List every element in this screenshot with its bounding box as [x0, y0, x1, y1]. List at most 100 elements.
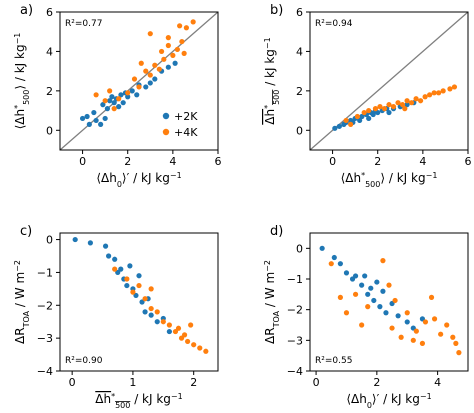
point-d-plus2k-12	[377, 304, 383, 310]
point-c-plus2k-2	[102, 243, 109, 249]
point-b-plus4k-23	[402, 106, 408, 112]
point-b-plus4k-0	[343, 117, 349, 124]
y-tick-label-a-2: 2	[46, 85, 53, 98]
y-tick-label-b-0: 0	[296, 124, 303, 137]
x-tick-label-a-6: 6	[215, 155, 222, 168]
point-c-plus4k-0	[112, 266, 118, 272]
point-b-plus4k-21	[447, 86, 453, 92]
point-a-plus2k-4	[93, 117, 99, 124]
point-b-plus4k-16	[422, 94, 428, 100]
panel-a: 0 2 4 6 0 2 4 6 a) R²=0.77 ⟨Δh0⟩′ / kJ kg−1 ⟨Δh*500…	[13, 3, 222, 189]
point-a-plus2k-0	[79, 115, 86, 122]
point-c-plus4k-6	[154, 309, 160, 315]
point-b-plus2k-0	[332, 125, 338, 131]
point-b-plus4k-11	[399, 102, 406, 108]
point-d-plus4k-6	[380, 258, 386, 264]
point-c-plus2k-1	[87, 240, 93, 246]
point-d-plus4k-14	[419, 340, 426, 346]
y-axis-label-d: ΔRTOA / W m−2	[263, 260, 281, 344]
x-tick-label-a-2: 2	[124, 155, 131, 168]
y-axis-label-b: Δh*500 / kJ kg−1	[263, 37, 281, 124]
panel-letter-b: b)	[270, 3, 283, 18]
point-a-plus4k-13	[161, 56, 167, 62]
point-d-plus4k-8	[389, 325, 395, 331]
point-d-plus2k-7	[362, 273, 368, 279]
point-c-plus4k-1	[124, 276, 130, 282]
point-d-plus4k-7	[386, 282, 392, 288]
r2-annotation-c: R²=0.90	[65, 356, 103, 366]
point-d-plus2k-16	[395, 313, 401, 319]
point-c-plus4k-7	[160, 319, 166, 325]
point-d-plus2k-3	[343, 270, 350, 276]
point-b-plus4k-20	[440, 88, 446, 94]
y-tick-label-d--2: −2	[287, 304, 303, 317]
point-b-plus4k-9	[390, 104, 397, 110]
point-a-plus2k-14	[118, 92, 124, 98]
point-d-plus4k-13	[413, 328, 419, 334]
r2-annotation-a: R²=0.77	[65, 19, 102, 29]
x-tick-label-c-1: 1	[129, 376, 136, 389]
point-a-plus4k-24	[177, 23, 183, 29]
point-d-plus2k-1	[331, 254, 337, 261]
point-c-plus2k-11	[133, 292, 139, 299]
x-tick-label-c-0: 0	[69, 376, 76, 389]
point-d-plus2k-10	[371, 297, 377, 304]
point-b-plus2k-20	[404, 102, 410, 108]
y-axis-label-a: ⟨Δh*500⟩ / kJ kg−1	[13, 33, 31, 130]
point-b-plus4k-19	[436, 90, 442, 96]
point-a-plus4k-20	[183, 25, 189, 31]
point-b-plus4k-8	[386, 102, 392, 108]
panel-d: 0 2 4 −4 −3 −2 −1 0 d) R²=0.55 ⟨Δh0⟩′ / kJ kg−1 ΔRT…	[263, 224, 469, 410]
y-tick-label-d--4: −4	[287, 365, 303, 378]
point-a-plus2k-2	[86, 121, 92, 127]
point-d-plus4k-19	[450, 334, 456, 340]
panel-letter-c: c)	[20, 224, 32, 239]
point-d-plus4k-10	[398, 334, 404, 340]
point-c-plus4k-14	[191, 342, 197, 348]
x-tick-label-d-4: 4	[434, 376, 441, 389]
point-a-plus4k-3	[111, 106, 117, 112]
point-a-plus2k-19	[134, 92, 140, 98]
point-d-plus4k-20	[453, 340, 459, 346]
point-d-plus2k-13	[380, 288, 386, 294]
point-a-plus2k-23	[152, 76, 158, 82]
point-a-plus4k-2	[107, 88, 113, 94]
panel-c: 0 1 2 −4 −3 −2 −1 0 c) R²=0.90 Δh*500 / kJ kg−1 ΔRT…	[13, 224, 219, 410]
r2-annotation-b: R²=0.94	[315, 19, 353, 29]
point-b-plus2k-14	[375, 109, 381, 116]
legend: +2K+4K	[162, 110, 198, 139]
y-tick-label-c--3: −3	[37, 332, 53, 345]
point-a-plus4k-17	[179, 38, 185, 45]
point-a-plus4k-10	[152, 62, 158, 68]
y-tick-label-c--2: −2	[37, 299, 53, 312]
point-d-plus4k-5	[365, 304, 371, 310]
point-a-plus4k-14	[165, 42, 171, 49]
point-c-plus2k-5	[115, 269, 121, 276]
point-b-plus2k-17	[386, 109, 392, 116]
point-c-plus4k-13	[185, 338, 191, 345]
point-b-plus4k-18	[431, 90, 437, 96]
point-a-plus4k-9	[147, 72, 153, 78]
x-tick-label-a-4: 4	[169, 155, 176, 168]
point-c-plus4k-9	[172, 328, 179, 335]
point-a-plus4k-22	[147, 31, 153, 37]
point-b-plus4k-5	[372, 106, 379, 112]
point-d-plus4k-22	[422, 319, 429, 325]
point-c-plus4k-8	[166, 322, 172, 328]
point-d-plus4k-21	[456, 350, 462, 356]
point-d-plus4k-9	[392, 297, 398, 304]
point-a-plus4k-7	[136, 84, 142, 90]
point-d-plus2k-14	[383, 310, 389, 316]
x-tick-label-d-2: 2	[373, 376, 380, 389]
y-axis-label-c: ΔRTOA / W m−2	[13, 260, 31, 344]
point-a-plus2k-21	[143, 84, 149, 90]
point-c-plus2k-8	[124, 282, 130, 289]
point-d-plus2k-17	[404, 319, 410, 325]
point-a-plus4k-11	[156, 66, 162, 72]
point-a-plus2k-6	[100, 102, 106, 108]
point-a-plus2k-18	[129, 88, 135, 94]
point-c-plus2k-4	[112, 256, 118, 262]
point-a-plus2k-3	[91, 109, 97, 116]
point-a-plus2k-5	[98, 121, 104, 127]
legend-marker-plus2k	[162, 112, 170, 120]
